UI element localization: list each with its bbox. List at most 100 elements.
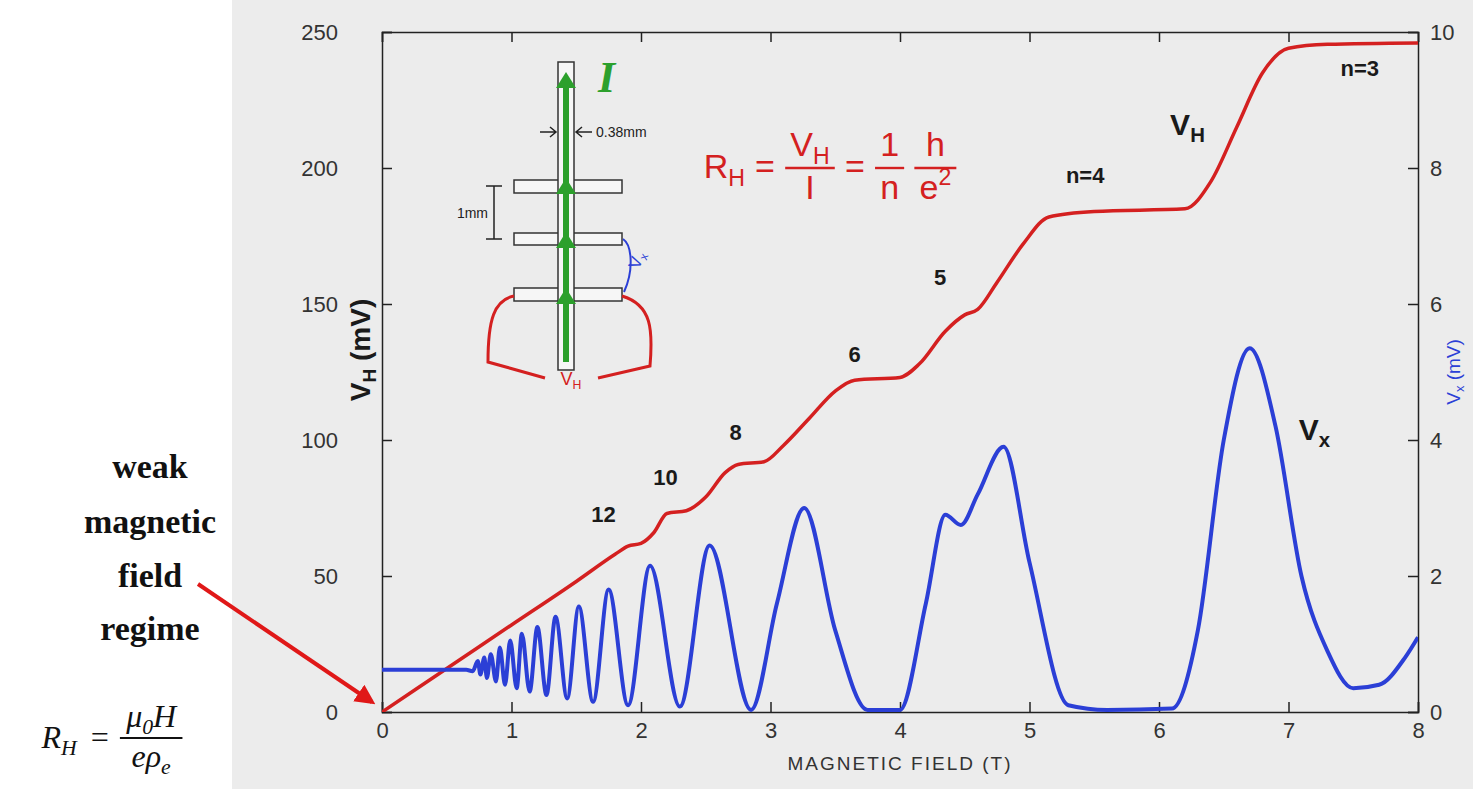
- fraction-denominator: e2: [919, 164, 951, 206]
- tick: 2: [1408, 564, 1442, 589]
- text-run: 12: [591, 502, 615, 527]
- inset-label: 1mm: [457, 205, 488, 221]
- tick-mark: [1408, 576, 1418, 578]
- inset-label: 0.38mm: [596, 124, 647, 140]
- tick-label: 150: [301, 292, 338, 317]
- axis: 050100150200250: [301, 20, 392, 725]
- text-run: R: [704, 147, 729, 185]
- formula-part: RH: [41, 719, 79, 760]
- hall-bar: [558, 62, 574, 370]
- tick-mark: [1408, 712, 1418, 714]
- inset-label: I: [597, 53, 617, 102]
- text-run: H: [728, 165, 745, 191]
- text-run: 8: [729, 420, 741, 445]
- y2-axis-title: Vx (mV): [1443, 339, 1467, 405]
- tick-mark: [770, 32, 772, 42]
- tick-mark: [1029, 702, 1031, 712]
- text-run: H: [1190, 124, 1205, 146]
- side-note: field: [118, 557, 182, 594]
- fraction-numerator: h: [926, 125, 945, 163]
- annotation: 12: [591, 502, 615, 527]
- vh-wire: [488, 296, 651, 378]
- fraction-numerator: VH: [790, 125, 829, 168]
- current-arrowhead: [556, 232, 576, 248]
- formula: RH=VHI=1nhe2: [704, 125, 957, 206]
- tick-label: 50: [314, 564, 338, 589]
- inset-label: VH: [561, 369, 582, 392]
- tick: 4: [1408, 428, 1442, 453]
- fraction-bar: [875, 167, 904, 169]
- tick-mark: [511, 702, 513, 712]
- tick-label: 100: [301, 428, 338, 453]
- tick: [1030, 32, 1031, 42]
- tick: 7: [1283, 702, 1295, 743]
- text-run: n: [880, 168, 899, 206]
- text-run: H: [359, 369, 380, 383]
- tick-mark: [1159, 32, 1161, 42]
- tick-mark: [1288, 702, 1290, 712]
- axis-line: [383, 33, 1419, 43]
- annotation: n=4: [1066, 163, 1105, 188]
- tick-label: 0: [1430, 700, 1442, 725]
- tick-label: 1: [506, 718, 518, 743]
- fraction-numerator: 1: [880, 125, 899, 163]
- tick-mark: [900, 32, 902, 42]
- side-note: regime: [100, 610, 199, 647]
- pointer-arrow: [198, 584, 372, 702]
- tick-mark: [641, 702, 643, 712]
- tick-label: 7: [1283, 718, 1295, 743]
- tick-label: 10: [1430, 20, 1454, 45]
- text-run: μ: [125, 698, 142, 734]
- tick-label: 3: [765, 718, 777, 743]
- inset: I 0.38mm 1mm Vx VH: [457, 53, 651, 392]
- tick: [1159, 32, 1160, 42]
- tick: [900, 32, 901, 42]
- fraction-bar: [785, 167, 835, 169]
- tick-mark: [1408, 168, 1418, 170]
- fraction-denominator: eρe: [132, 738, 172, 779]
- text-run: (mV): [345, 299, 376, 369]
- text-run: 0.38mm: [596, 124, 647, 140]
- tick-mark: [511, 32, 513, 42]
- formula-part: =: [755, 147, 775, 185]
- tick: 3: [765, 702, 777, 743]
- dimension-line: [486, 186, 502, 239]
- tick: 8: [1408, 156, 1442, 181]
- text-run: =: [89, 719, 111, 755]
- annotation: VH: [1170, 108, 1205, 146]
- tick: [1289, 32, 1290, 42]
- annotation: Vx: [1299, 413, 1331, 451]
- text-run: e: [919, 168, 938, 206]
- text-run: e: [161, 755, 171, 779]
- tick: 2: [635, 702, 647, 743]
- text-run: (mV): [1443, 339, 1464, 385]
- text-run: n=4: [1066, 163, 1105, 188]
- fraction-denominator: n: [880, 168, 899, 206]
- annotation: 6: [849, 342, 861, 367]
- tick: [512, 32, 513, 42]
- text-run: V: [1299, 413, 1319, 446]
- text-run: 1: [880, 125, 899, 163]
- annotation: 10: [653, 465, 677, 490]
- text-run: H: [573, 378, 582, 392]
- tick: 10: [1408, 20, 1454, 45]
- tick-mark: [1288, 32, 1290, 42]
- text-run: 1mm: [457, 205, 488, 221]
- text-run: H: [152, 698, 178, 734]
- current-arrowhead: [556, 288, 576, 304]
- tick-label: 2: [635, 718, 647, 743]
- text-run: =: [845, 147, 865, 185]
- annotation: 8: [729, 420, 741, 445]
- y-axis-title: VH (mV): [345, 299, 380, 401]
- tick-mark: [1029, 32, 1031, 42]
- formula-part: =: [89, 719, 111, 755]
- inset-label: Vx: [625, 249, 650, 272]
- tick-label: 6: [1430, 292, 1442, 317]
- formula-part: =: [845, 147, 865, 185]
- tick-label: 0: [326, 700, 338, 725]
- text-run: H: [813, 143, 830, 169]
- tick-mark: [1408, 304, 1418, 306]
- tick-label: 200: [301, 156, 338, 181]
- tick: 100: [301, 428, 392, 453]
- axis: [383, 32, 1419, 42]
